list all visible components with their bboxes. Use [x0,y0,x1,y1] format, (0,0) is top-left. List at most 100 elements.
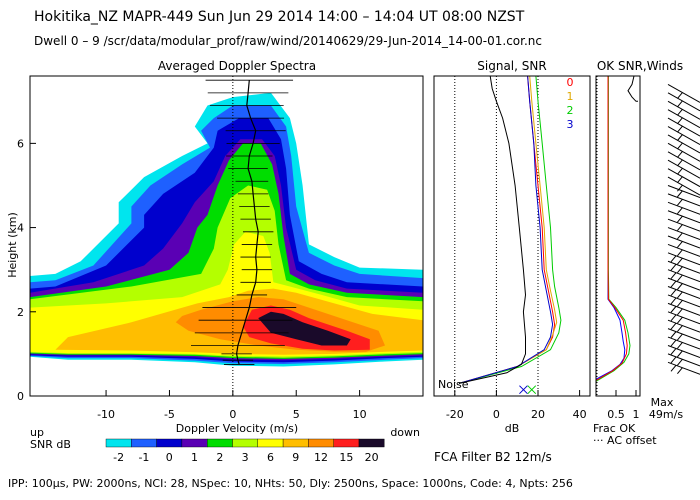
frac-series-frac_ok [596,76,626,380]
snr-legend-3: 3 [567,118,574,131]
wind-barb [667,117,700,137]
ac-offset-label: ··· AC offset [593,434,657,447]
wind-barb-feather [677,176,683,184]
snr-x-tick-label: 20 [531,408,545,421]
x-tick-label: -5 [164,408,175,421]
wind-barb [667,159,700,179]
wind-barb-feather [670,263,677,271]
colorbar-tick-label: -1 [138,451,149,464]
wind-barb [667,260,700,274]
wind-barb-feather [677,134,683,141]
wind-barb [667,92,700,112]
colorbar-tick-label: 1 [191,451,198,464]
noise-label: Noise [438,378,469,391]
wind-barb-feather [670,314,677,322]
wind-barb-feather [670,289,677,296]
wind-barb-feather [677,367,683,375]
wind-barb-feather [677,358,683,366]
mean-velocity-profile [235,80,259,365]
wind-barb [667,269,700,283]
wind-barb-feather [670,331,677,338]
x-tick-label: 5 [293,408,300,421]
colorbar-tick-label: 9 [292,451,299,464]
y-tick-label: 6 [17,137,24,150]
colorbar-swatch [282,438,309,448]
wind-barb-feather [677,207,683,215]
colorbar-tick-label: 3 [242,451,249,464]
wind-barb-feather [677,300,683,307]
wind-barb-feather [677,249,683,257]
wind-barb-feather [677,342,683,349]
plot-title: Hokitika_NZ MAPR-449 Sun Jun 29 2014 14:… [34,9,525,25]
x-tick-label: 0 [229,408,236,421]
wind-barb-feather [677,142,683,150]
wind-barb [667,83,700,103]
frac-series-frac_ok_2 [596,76,631,382]
x-tick-label: -10 [97,408,115,421]
wind-barb-feather [677,167,683,175]
frac-series-frac_ok_3 [596,76,628,381]
wind-barb [667,201,700,215]
wind-barb [667,100,700,120]
wind-barb-feather [677,215,683,223]
wind-barb [667,319,700,333]
wind-barb [667,294,700,308]
y-tick-label: 2 [17,306,24,319]
wind-barb [667,134,700,154]
wind-barb [667,142,700,162]
wind-barb-feather [677,224,683,231]
x-tick-label: 10 [353,408,367,421]
wind-barb-feather [670,322,677,330]
wind-barb-feather [670,356,677,364]
y-tick-label: 4 [17,222,24,235]
wind-barb-feather [677,274,683,282]
wind-barb [667,168,700,188]
frac-x-tick-label: 0.5 [607,408,625,421]
wind-barb [667,126,700,145]
colorbar-swatch [181,438,208,448]
y-tick-label: 0 [17,390,24,403]
colorbar-swatch [257,438,284,448]
wind-barb [667,151,700,171]
wind-barb-feather [677,159,683,167]
frac-x-tick-label: 1 [633,408,640,421]
wind-barb-feather [677,283,683,290]
wind-barb-feather [670,272,677,280]
wind-barb-feather [677,241,683,248]
frac-series-winds_ok [627,76,638,102]
fracok-frame [595,75,641,397]
label-down: down [390,426,420,439]
colorbar-tick-label: 20 [365,451,379,464]
wind-barb-feather [677,184,683,192]
snr-noise-marker [527,385,537,395]
wind-barb-feather [677,232,683,240]
wind-barb-feather [677,92,683,99]
wind-barb-feather [677,350,683,358]
wind-barb [667,109,700,129]
wind-barb [667,218,700,232]
snr-series-2 [458,76,562,384]
snr-x-tick-label: -20 [446,408,464,421]
wind-barb [667,235,700,249]
wind-barb-feather [677,109,683,116]
colorbar-swatch [131,438,157,448]
snr-frame [433,75,591,397]
snr-x-tick-label: 40 [573,408,587,421]
spectra-ylabel: Height (km) [6,212,19,278]
colorbar-tick-label: 12 [314,451,328,464]
colorbar-swatch [308,438,334,448]
spectra-panel: Averaged Doppler Spectra -10 -5 0 5 10 0246 … [6,59,424,439]
spectra-frame [29,75,424,397]
wind-barb [667,185,700,198]
colorbar-tick-label: 6 [267,451,274,464]
wind-barb [667,227,700,241]
wind-barb-feather [677,198,683,206]
wind-barb [667,353,700,367]
colorbar: SNR dB -2 -1 0 1 2 3 6 9 12 15 20 [30,438,385,464]
wind-barb-feather [670,306,677,313]
radar-parameters: IPP: 100μs, PW: 2000ns, NCI: 28, NSpec: … [8,477,573,490]
colorbar-swatch [358,438,385,448]
wind-barb-feather [670,348,677,355]
wind-barb-feather [670,255,677,263]
